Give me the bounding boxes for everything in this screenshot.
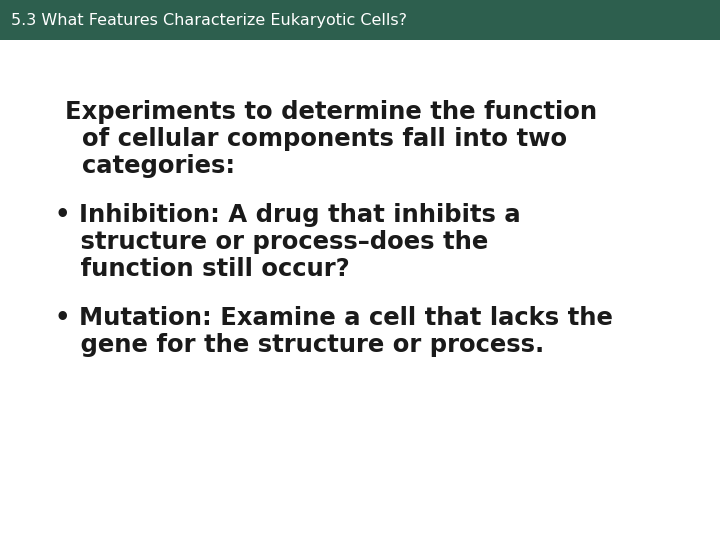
Text: • Mutation: Examine a cell that lacks the: • Mutation: Examine a cell that lacks th… xyxy=(55,306,613,330)
Text: • Inhibition: A drug that inhibits a: • Inhibition: A drug that inhibits a xyxy=(55,203,521,227)
Text: categories:: categories: xyxy=(65,154,235,178)
Text: function still occur?: function still occur? xyxy=(55,258,350,281)
Text: gene for the structure or process.: gene for the structure or process. xyxy=(55,333,544,357)
Text: 5.3 What Features Characterize Eukaryotic Cells?: 5.3 What Features Characterize Eukaryoti… xyxy=(11,12,407,28)
Text: Experiments to determine the function: Experiments to determine the function xyxy=(65,100,597,124)
Text: structure or process–does the: structure or process–does the xyxy=(55,230,488,254)
Text: of cellular components fall into two: of cellular components fall into two xyxy=(65,127,567,151)
